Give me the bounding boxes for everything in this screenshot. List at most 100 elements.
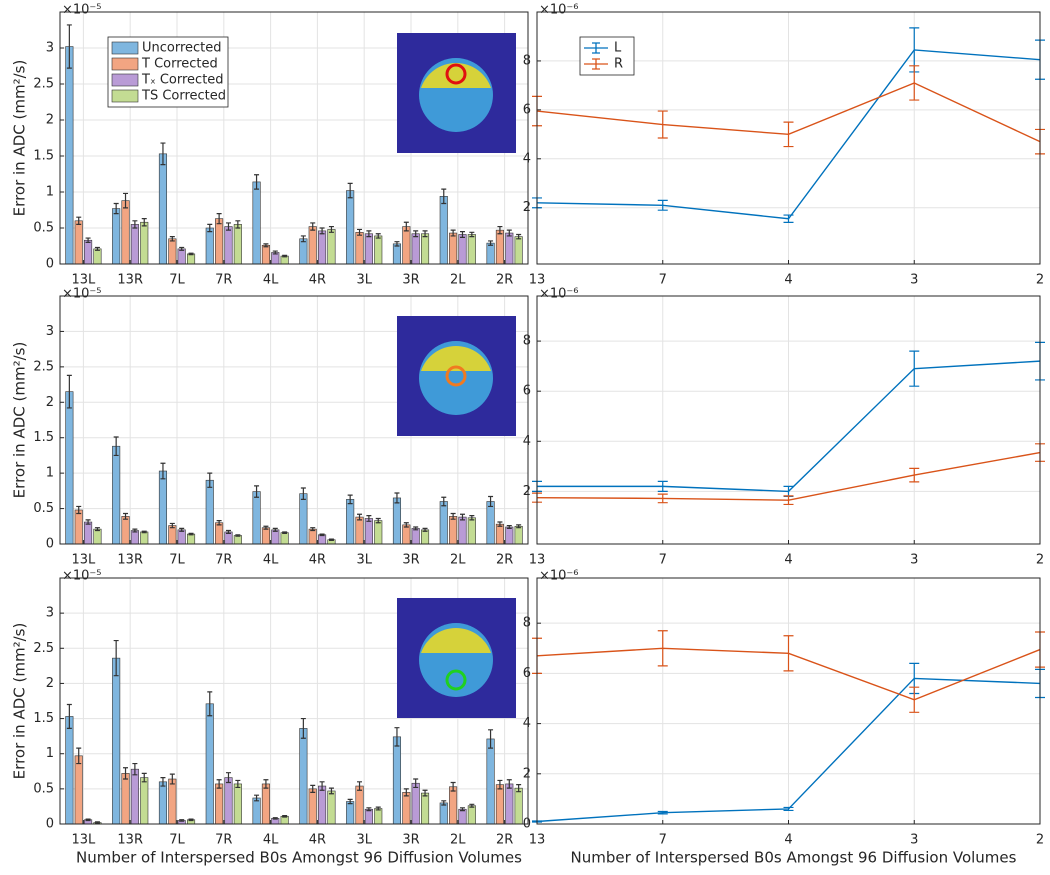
bar [168, 525, 177, 545]
legend-swatch [111, 41, 139, 55]
legend-swatch [111, 57, 139, 71]
error-bar [497, 779, 503, 790]
error-bar [160, 462, 166, 480]
error-bar [123, 767, 129, 780]
x-tick-label: 7R [215, 833, 232, 848]
bar [93, 248, 102, 265]
error-bar [657, 110, 668, 139]
axes-box [536, 577, 1041, 825]
error-bar [909, 686, 920, 713]
error-bar [179, 527, 185, 532]
error-bar [459, 513, 465, 521]
bar [355, 232, 364, 265]
y-tick-label: 2 [523, 200, 531, 215]
bar [74, 755, 83, 825]
error-bar [216, 520, 222, 526]
error-bar [403, 221, 409, 232]
bar [402, 226, 411, 265]
x-tick-label: 2L [450, 273, 466, 288]
bar [140, 221, 149, 265]
error-bar [300, 235, 306, 243]
bar [374, 808, 383, 825]
y-tick-label: 2 [523, 484, 531, 499]
y-tick-label: 3 [46, 606, 54, 621]
bar [505, 783, 514, 825]
error-bar [310, 527, 316, 532]
error-bar [450, 229, 456, 237]
error-bar [328, 787, 334, 795]
bar [121, 200, 130, 265]
bar [318, 230, 327, 265]
bar [74, 220, 83, 265]
bar [355, 516, 364, 545]
x-tick-label: 7R [215, 273, 232, 288]
x-tick-label: 7 [659, 833, 667, 848]
x-tick-label: 13L [72, 273, 97, 288]
bar [486, 738, 495, 825]
error-bar [123, 192, 129, 209]
bar [411, 782, 420, 825]
error-bar [169, 773, 175, 785]
legend-swatch [584, 58, 608, 70]
y-tick-label: 6 [523, 384, 531, 399]
inset-roi [445, 63, 467, 85]
error-bar [375, 806, 381, 811]
bar [420, 792, 430, 825]
axis-exponent: ×10⁻⁵ [62, 3, 102, 18]
chart-panel: 13 7 4 3 2 0 2 4 6 8 ×10⁻⁶ Number of Interspersed B… [523, 569, 1045, 867]
error-bar [422, 789, 428, 797]
error-bar [300, 487, 306, 500]
bar [121, 516, 130, 545]
inset-roi [445, 365, 467, 387]
bar [299, 493, 308, 545]
bar [252, 797, 261, 825]
y-tick-label: 0 [46, 257, 54, 272]
error-bar [347, 182, 353, 199]
error-bar [909, 350, 920, 387]
bar [374, 520, 383, 545]
error-bar [413, 778, 419, 789]
axes-box [59, 577, 529, 825]
x-tick-label: 2 [1036, 833, 1044, 848]
axis-exponent: ×10⁻⁵ [62, 569, 102, 584]
y-tick-label: 1 [46, 746, 54, 761]
bar [65, 391, 74, 545]
error-bar [357, 513, 363, 521]
bar [93, 528, 102, 545]
axes-box [59, 11, 529, 265]
x-tick-label: 4L [263, 553, 279, 568]
error-bar [516, 233, 522, 240]
error-bar [319, 781, 325, 791]
y-tick-label: 3 [46, 324, 54, 339]
error-bar [225, 222, 231, 231]
y-tick-label: 2 [523, 766, 531, 781]
x-tick-label: 7L [169, 553, 185, 568]
axis-exponent: ×10⁻⁶ [539, 569, 579, 584]
error-bar [85, 237, 91, 243]
legend-label: Tₓ Corrected [141, 73, 224, 88]
bar [467, 517, 476, 545]
y-tick-label: 1.5 [33, 430, 54, 445]
x-tick-label: 13 [529, 273, 546, 288]
bar [318, 534, 327, 545]
error-bar [469, 515, 475, 521]
x-tick-label: 7 [659, 553, 667, 568]
bar [261, 527, 270, 545]
axis-exponent: ×10⁻⁶ [539, 287, 579, 302]
error-bar [76, 505, 82, 515]
bar [308, 788, 317, 825]
error-bar [319, 533, 325, 537]
x-tick-label: 2 [1036, 273, 1044, 288]
y-tick-label: 0.5 [33, 221, 54, 236]
inset-image [397, 33, 516, 153]
error-bar [254, 485, 260, 498]
bar [392, 736, 402, 825]
axes-box [59, 295, 529, 545]
y-tick-label: 0 [46, 817, 54, 832]
error-bar [394, 241, 400, 247]
error-bar [657, 630, 668, 667]
error-bar [450, 781, 456, 792]
x-axis-label: Number of Interspersed B0s Amongst 96 Di… [571, 849, 1017, 867]
error-bar [394, 492, 400, 504]
